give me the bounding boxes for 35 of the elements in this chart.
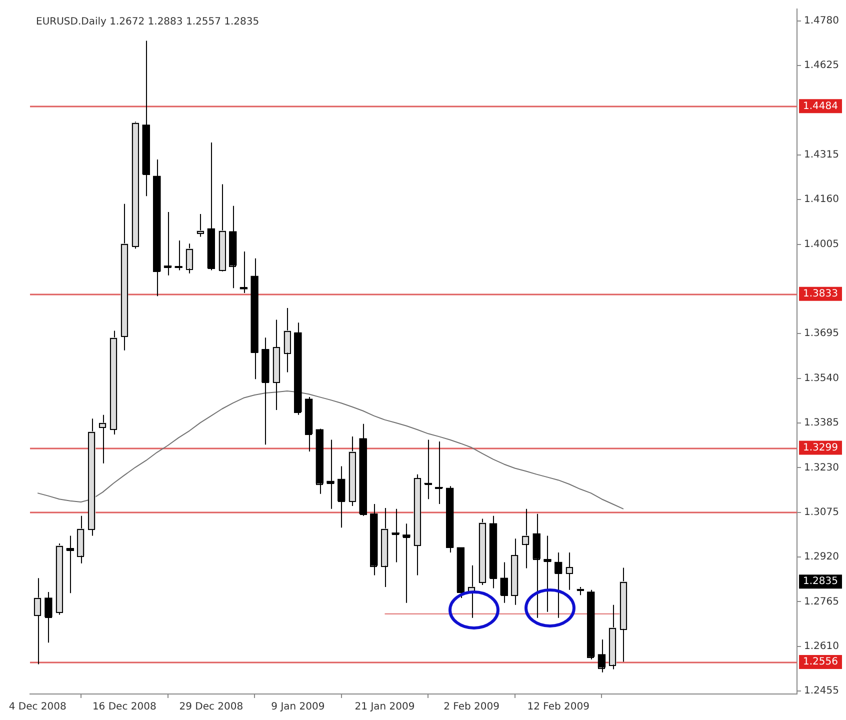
y-tick-label: 1.4160 <box>804 194 840 206</box>
y-tick-label: 1.3230 <box>804 462 840 474</box>
y-tick-label: 1.3385 <box>804 418 840 429</box>
y-tick-label: 1.2455 <box>804 686 840 697</box>
y-tick-label: 1.4625 <box>804 60 840 72</box>
ref-line-label: 1.2556 <box>803 656 838 668</box>
x-tick-label: 4 Dec 2008 <box>8 702 66 713</box>
candlestick <box>164 211 172 276</box>
candlestick <box>565 552 574 590</box>
x-tick-label: 12 Feb 2009 <box>527 702 590 713</box>
candlestick <box>174 240 182 271</box>
ref-line-label: 1.3299 <box>803 442 838 454</box>
ref-line-label: 1.3833 <box>803 288 838 300</box>
x-tick-label: 16 Dec 2008 <box>92 702 156 713</box>
x-tick-label: 2 Feb 2009 <box>444 702 500 713</box>
x-tick-label: 29 Dec 2008 <box>179 702 244 713</box>
candlestick <box>66 535 74 594</box>
ref-line-label: 1.4484 <box>803 100 838 112</box>
candlestick <box>544 535 552 612</box>
x-tick-label: 9 Jan 2009 <box>271 702 325 713</box>
text: 1.2835 <box>803 576 838 588</box>
x-tick-label: 21 Jan 2009 <box>354 702 415 713</box>
text: EURUSD.Daily 1.2672 1.2883 1.2557 1.2835 <box>36 16 260 28</box>
y-tick-label: 1.2610 <box>804 641 840 652</box>
y-tick-label: 1.4780 <box>804 15 840 26</box>
y-tick-label: 1.3695 <box>804 328 840 340</box>
y-tick-label: 1.3075 <box>804 506 840 518</box>
y-tick-label: 1.4315 <box>804 149 840 160</box>
y-tick-label: 1.3540 <box>804 372 840 384</box>
y-tick-label: 1.2920 <box>804 552 840 563</box>
y-tick-label: 1.2765 <box>804 596 840 608</box>
y-tick-label: 1.4005 <box>804 238 840 250</box>
candlestick <box>326 439 334 510</box>
candlestick <box>554 552 562 618</box>
candlestick <box>240 250 248 294</box>
